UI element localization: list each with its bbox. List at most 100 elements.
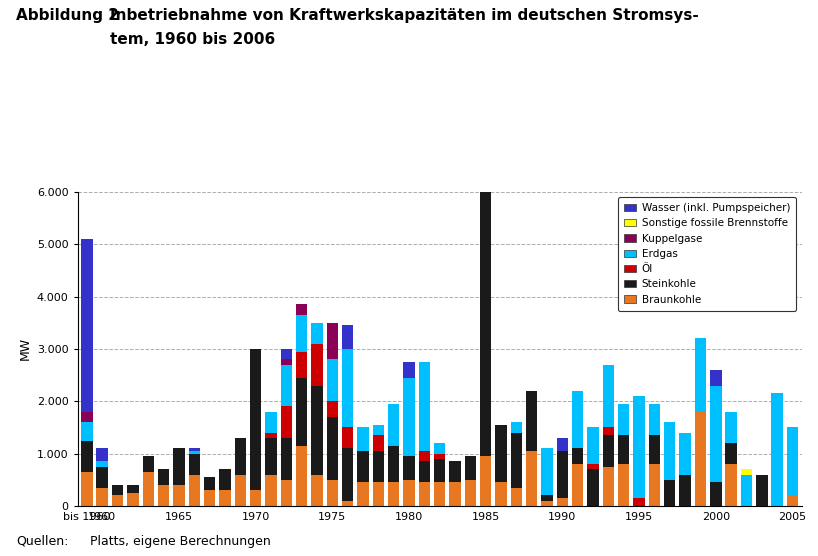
Bar [265, 411, 276, 433]
Bar [311, 475, 323, 506]
Bar [311, 322, 323, 344]
Bar [188, 454, 200, 475]
Bar [249, 490, 262, 506]
Bar [127, 493, 139, 506]
Bar [342, 325, 353, 349]
Bar [372, 451, 384, 483]
Bar [618, 404, 630, 435]
Bar [694, 411, 706, 506]
Bar [419, 483, 430, 506]
Text: Inbetriebnahme von Kraftwerkskapazitäten im deutschen Stromsys-: Inbetriebnahme von Kraftwerkskapazitäten… [110, 8, 699, 23]
Bar [449, 461, 461, 483]
Bar [419, 461, 430, 483]
Bar [495, 425, 507, 483]
Bar [296, 351, 308, 378]
Bar [372, 425, 384, 435]
Bar [510, 422, 522, 433]
Bar [449, 483, 461, 506]
Bar [740, 475, 753, 506]
Bar [204, 490, 215, 506]
Bar [81, 239, 92, 411]
Bar [618, 435, 630, 464]
Bar [265, 438, 276, 475]
Bar [388, 483, 399, 506]
Bar [281, 438, 292, 480]
Bar [357, 451, 369, 483]
Bar [419, 451, 430, 461]
Bar [342, 448, 353, 501]
Bar [326, 322, 338, 359]
Bar [726, 443, 737, 464]
Bar [633, 396, 645, 498]
Bar [142, 456, 154, 472]
Bar [342, 349, 353, 428]
Bar [434, 483, 446, 506]
Bar [434, 459, 446, 483]
Bar [465, 480, 476, 506]
Bar [219, 469, 231, 490]
Text: tem, 1960 bis 2006: tem, 1960 bis 2006 [110, 32, 276, 47]
Bar [694, 339, 706, 411]
Bar [281, 359, 292, 365]
Bar [542, 501, 553, 506]
Bar [603, 435, 614, 466]
Bar [465, 456, 476, 480]
Bar [296, 378, 308, 446]
Bar [403, 378, 415, 456]
Bar [403, 362, 415, 378]
Bar [710, 370, 721, 385]
Bar [679, 475, 691, 506]
Bar [281, 406, 292, 438]
Text: Platts, eigene Berechnungen: Platts, eigene Berechnungen [90, 535, 271, 548]
Bar [219, 490, 231, 506]
Bar [572, 448, 583, 464]
Bar [603, 466, 614, 506]
Bar [603, 365, 614, 428]
Bar [403, 456, 415, 480]
Bar [787, 428, 798, 495]
Bar [342, 501, 353, 506]
Bar [649, 435, 660, 464]
Text: Quellen:: Quellen: [16, 535, 69, 548]
Bar [572, 464, 583, 506]
Bar [649, 464, 660, 506]
Bar [112, 485, 124, 495]
Bar [480, 189, 492, 456]
Bar [127, 485, 139, 493]
Bar [326, 417, 338, 480]
Bar [388, 446, 399, 483]
Bar [97, 448, 108, 461]
Bar [158, 469, 169, 485]
Bar [326, 401, 338, 417]
Bar [296, 315, 308, 351]
Bar [710, 385, 721, 483]
Bar [556, 451, 569, 498]
Bar [311, 385, 323, 475]
Bar [249, 349, 262, 490]
Bar [188, 475, 200, 506]
Bar [281, 349, 292, 359]
Bar [81, 472, 92, 506]
Bar [265, 475, 276, 506]
Bar [296, 304, 308, 315]
Text: Abbildung 2: Abbildung 2 [16, 8, 119, 23]
Bar [403, 480, 415, 506]
Bar [235, 475, 246, 506]
Bar [357, 483, 369, 506]
Bar [510, 488, 522, 506]
Bar [434, 454, 446, 459]
Bar [81, 422, 92, 440]
Bar [326, 480, 338, 506]
Bar [311, 344, 323, 385]
Bar [480, 456, 492, 506]
Bar [281, 480, 292, 506]
Bar [97, 488, 108, 506]
Y-axis label: MW: MW [18, 337, 31, 360]
Bar [526, 391, 537, 451]
Bar [296, 446, 308, 506]
Bar [112, 495, 124, 506]
Bar [756, 475, 767, 506]
Bar [495, 483, 507, 506]
Bar [618, 464, 630, 506]
Bar [556, 498, 569, 506]
